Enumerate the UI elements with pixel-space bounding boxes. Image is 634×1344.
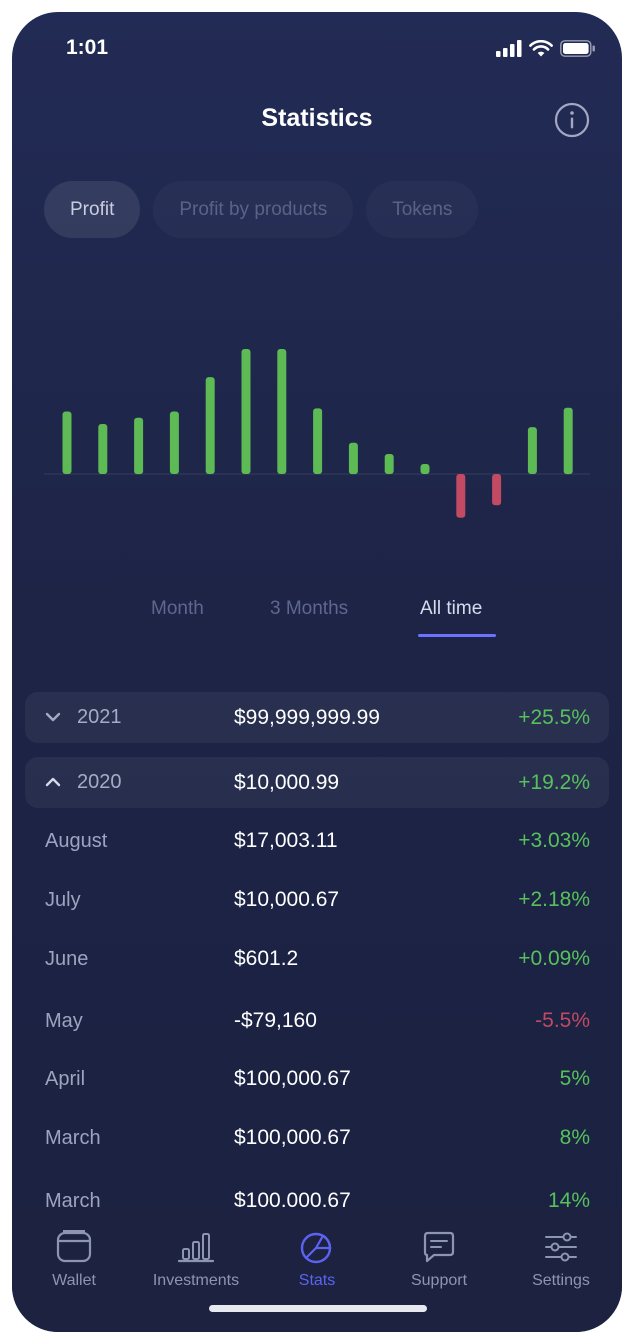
status-icons bbox=[496, 40, 596, 57]
tab-profit[interactable]: Profit bbox=[44, 181, 141, 238]
nav-investments[interactable]: Investments bbox=[141, 1229, 251, 1290]
signal-icon bbox=[496, 40, 522, 57]
month-amount: $17,003.11 bbox=[234, 829, 338, 852]
nav-label: Settings bbox=[532, 1272, 590, 1289]
tab-profit-by-products[interactable]: Profit by products bbox=[153, 181, 353, 238]
month-row[interactable]: March $100,000.67 8% bbox=[25, 1119, 609, 1159]
month-row[interactable]: April $100,000.67 5% bbox=[25, 1060, 609, 1100]
nav-stats[interactable]: Stats bbox=[262, 1229, 372, 1290]
chart-bar[interactable] bbox=[456, 474, 466, 518]
chart-bar[interactable] bbox=[527, 427, 537, 474]
year-change: +19.2% bbox=[518, 771, 590, 794]
chart-bar[interactable] bbox=[277, 349, 287, 474]
year-amount: $10,000.99 bbox=[234, 771, 340, 794]
settings-sliders-icon bbox=[545, 1232, 577, 1262]
month-change: +0.09% bbox=[518, 947, 590, 970]
nav-settings[interactable]: Settings bbox=[506, 1229, 616, 1290]
month-row[interactable]: March $100,000.67 14% bbox=[25, 1182, 609, 1207]
stats-pie-icon bbox=[300, 1232, 332, 1264]
period-3-months[interactable]: 3 Months bbox=[270, 598, 349, 619]
month-label: June bbox=[45, 948, 89, 970]
bottom-nav: Wallet Investments Stats Supp bbox=[12, 1207, 622, 1332]
home-indicator bbox=[209, 1305, 427, 1312]
month-label: March bbox=[45, 1127, 101, 1149]
chart-bar[interactable] bbox=[563, 407, 573, 475]
title-row: Statistics bbox=[12, 100, 622, 140]
tab-tokens[interactable]: Tokens bbox=[366, 181, 478, 238]
chart-bar[interactable] bbox=[241, 349, 251, 474]
status-bar: 1:01 bbox=[12, 12, 622, 82]
nav-label: Investments bbox=[152, 1272, 240, 1289]
wallet-icon bbox=[56, 1230, 92, 1263]
period-month[interactable]: Month bbox=[151, 598, 204, 619]
chart-bar[interactable] bbox=[169, 411, 179, 475]
chart-bar[interactable] bbox=[313, 408, 323, 474]
month-label: March bbox=[45, 1190, 101, 1207]
year-label: 2021 bbox=[77, 706, 122, 728]
investments-chart-icon bbox=[177, 1233, 215, 1263]
period-all-time[interactable]: All time bbox=[420, 598, 483, 619]
month-row[interactable]: May -$79,160 -5.5% bbox=[25, 1002, 609, 1042]
chart-bar[interactable] bbox=[492, 474, 502, 506]
month-change: +3.03% bbox=[518, 829, 590, 852]
year-change: +25.5% bbox=[518, 706, 590, 729]
month-label: July bbox=[45, 889, 81, 911]
month-amount: $100,000.67 bbox=[234, 1126, 351, 1149]
chart-bar[interactable] bbox=[62, 411, 72, 475]
month-amount: -$79,160 bbox=[234, 1009, 317, 1032]
month-label: August bbox=[45, 830, 108, 852]
wifi-icon bbox=[529, 40, 553, 57]
month-change: 14% bbox=[547, 1189, 590, 1207]
chart-bar[interactable] bbox=[348, 442, 358, 475]
info-icon[interactable] bbox=[554, 102, 590, 138]
period-active-underline bbox=[418, 634, 496, 637]
page-title: Statistics bbox=[261, 104, 373, 132]
year-amount: $99,999,999.99 bbox=[234, 706, 380, 729]
chart-bar[interactable] bbox=[98, 424, 108, 474]
profit-bar-chart bbox=[44, 349, 590, 518]
period-selector: Month 3 Months All time bbox=[12, 598, 622, 648]
month-change: +2.18% bbox=[518, 888, 590, 911]
phone-screen: 1:01 Statistics bbox=[12, 12, 622, 1332]
nav-wallet[interactable]: Wallet bbox=[19, 1229, 129, 1290]
month-amount: $10,000.67 bbox=[234, 888, 340, 911]
chevron-down-icon bbox=[45, 712, 61, 722]
nav-label: Wallet bbox=[52, 1272, 96, 1289]
month-label: April bbox=[45, 1068, 86, 1090]
month-change: 8% bbox=[559, 1126, 590, 1149]
month-row[interactable]: July $10,000.67 +2.18% bbox=[25, 881, 609, 921]
chart-bar[interactable] bbox=[420, 464, 430, 474]
month-row[interactable]: August $17,003.11 +3.03% bbox=[25, 822, 609, 862]
year-row-2020[interactable]: 2020 $10,000.99 +19.2% bbox=[25, 757, 609, 808]
chart-bar[interactable] bbox=[205, 377, 215, 474]
support-chat-icon bbox=[423, 1231, 455, 1263]
nav-support[interactable]: Support bbox=[384, 1229, 494, 1290]
month-amount: $100,000.67 bbox=[234, 1067, 351, 1090]
chart-bar[interactable] bbox=[384, 454, 394, 474]
year-row-2021[interactable]: 2021 $99,999,999.99 +25.5% bbox=[25, 692, 609, 743]
month-amount: $100,000.67 bbox=[234, 1189, 351, 1207]
month-change: -5.5% bbox=[535, 1009, 590, 1032]
nav-label: Stats bbox=[298, 1272, 336, 1289]
profit-list: 2021 $99,999,999.99 +25.5% 2020 $10,000.… bbox=[25, 692, 609, 1207]
nav-label: Support bbox=[410, 1272, 468, 1289]
chart-bar[interactable] bbox=[134, 417, 144, 475]
battery-icon bbox=[560, 40, 595, 57]
month-row[interactable]: June $601.2 +0.09% bbox=[25, 940, 609, 980]
month-label: May bbox=[45, 1010, 83, 1032]
status-time: 1:01 bbox=[66, 36, 109, 59]
year-label: 2020 bbox=[77, 771, 122, 793]
month-change: 5% bbox=[559, 1067, 590, 1090]
profit-tabs: Profit Profit by products Tokens bbox=[44, 181, 478, 238]
month-amount: $601.2 bbox=[234, 947, 299, 970]
chevron-up-icon bbox=[45, 777, 61, 787]
